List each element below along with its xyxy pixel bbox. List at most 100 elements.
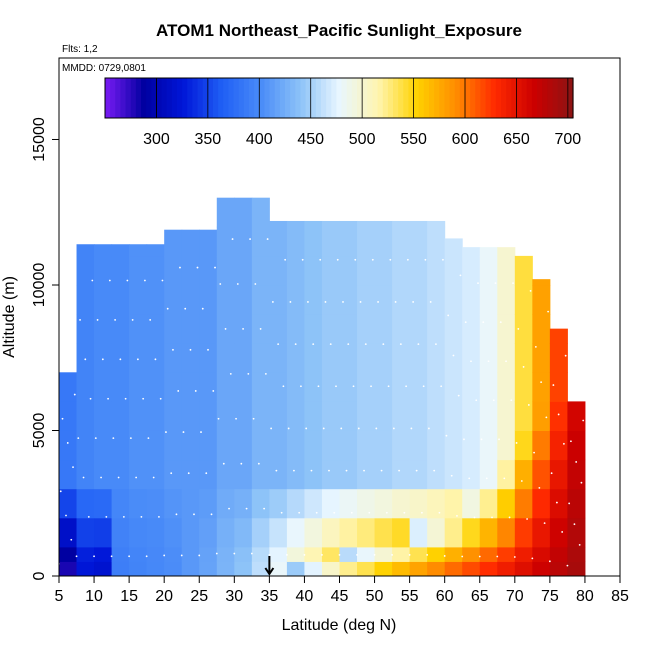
heatmap-cell [374,343,393,373]
heatmap-cell [111,244,130,257]
colorbar-segment [315,78,322,118]
heatmap-cell [164,546,183,562]
y-axis: 0 5000 10000 15000 [31,117,59,580]
heatmap-cell [497,343,516,373]
colorbar-segment [434,78,440,118]
flight-track-point [438,511,441,514]
colorbar-segment [531,78,538,118]
colorbar-segment [130,78,137,118]
heatmap-cell [549,488,568,519]
heatmap-cell [427,343,446,373]
colorbar-segment [115,78,122,118]
flight-track-point [582,419,585,422]
colorbar-segment [465,78,471,118]
heatmap-cell [269,546,288,562]
heatmap-cell [181,229,200,257]
heatmap-cell [269,314,288,344]
heatmap-cell [111,255,130,286]
heatmap-cell [286,284,305,315]
y-tick-label: 15000 [31,117,48,162]
flight-track-point [408,554,411,556]
heatmap-cell [304,401,323,431]
heatmap-cell [234,284,253,315]
flight-track-point [526,518,528,520]
flight-track-point [561,531,564,533]
flight-track-point [96,319,99,321]
heatmap-cell [357,546,376,562]
heatmap-cell [269,255,288,286]
heatmap-cell [479,247,498,257]
arrow-marker [264,556,275,576]
flight-track-point [231,238,234,240]
heatmap-cell [357,561,376,577]
flight-track-point [459,274,462,277]
flight-track-point [235,417,237,420]
colorbar-segment [321,78,327,118]
heatmap-cell [532,401,551,431]
flight-track-point [568,502,571,505]
heatmap-cell [392,343,411,373]
flight-track-point [564,354,567,357]
colorbar-segment [177,78,183,118]
flight-track-point [224,328,227,330]
heatmap-cell [567,459,586,490]
heatmap-cell [59,459,78,490]
flight-track-point [461,555,464,558]
colorbar-segment [223,78,230,118]
flight-track-point [435,343,437,346]
heatmap-cell [129,255,148,286]
heatmap-cell [462,561,481,577]
colorbar-segment [105,78,111,118]
heatmap-cell [567,488,586,519]
heatmap-cell [532,546,551,562]
flight-track-point [450,474,453,477]
colorbar-segment [439,78,446,118]
heatmap-cell [181,488,200,519]
flight-track-point [575,461,578,463]
flight-track-point [107,397,109,400]
flight-track-point [487,360,490,363]
x-tick-label: 60 [436,588,454,605]
flight-track-point [193,513,195,516]
heatmap-cell [549,430,568,461]
heatmap-cell [479,284,498,315]
heatmap-cell [567,517,586,548]
flight-track-point [538,486,541,489]
heatmap-cell [199,459,218,490]
dates-label: MMDD: 0729,0801 [62,63,146,74]
heatmap-cell [321,488,340,519]
heatmap-cell [181,343,200,373]
heatmap-cell [514,517,533,548]
heatmap-cell [146,488,165,519]
flight-track-point [245,507,248,510]
x-tick-label: 75 [541,588,559,605]
heatmap-cell [427,255,446,286]
heatmap-cell [76,372,95,402]
heatmap-cell [339,488,358,519]
heatmap-cell [234,255,253,286]
heatmap-cell [286,401,305,431]
heatmap-cell [234,488,253,519]
flight-track-point [179,266,181,269]
flight-track-point [389,258,392,261]
colorbar-segment [470,78,476,118]
heatmap-cell [339,517,358,548]
colorbar-segment [382,78,389,118]
heatmap-cell [374,430,393,461]
heatmap-cell [427,517,446,548]
flight-track-point [140,516,143,518]
heatmap-cell [129,517,148,548]
flight-track-point [119,358,122,361]
flight-track-point [264,372,267,375]
colorbar-segment [429,78,435,118]
flight-track-point [126,279,129,282]
heatmap-cell [269,488,288,519]
flight-track-point [142,397,145,400]
heatmap-cell [444,372,463,402]
heatmap-cell [181,459,200,490]
heatmap-cell [216,401,235,431]
heatmap-cell [514,284,533,315]
heatmap-cell [374,546,393,562]
colorbar-segment [408,78,415,118]
heatmap-cell [321,284,340,315]
